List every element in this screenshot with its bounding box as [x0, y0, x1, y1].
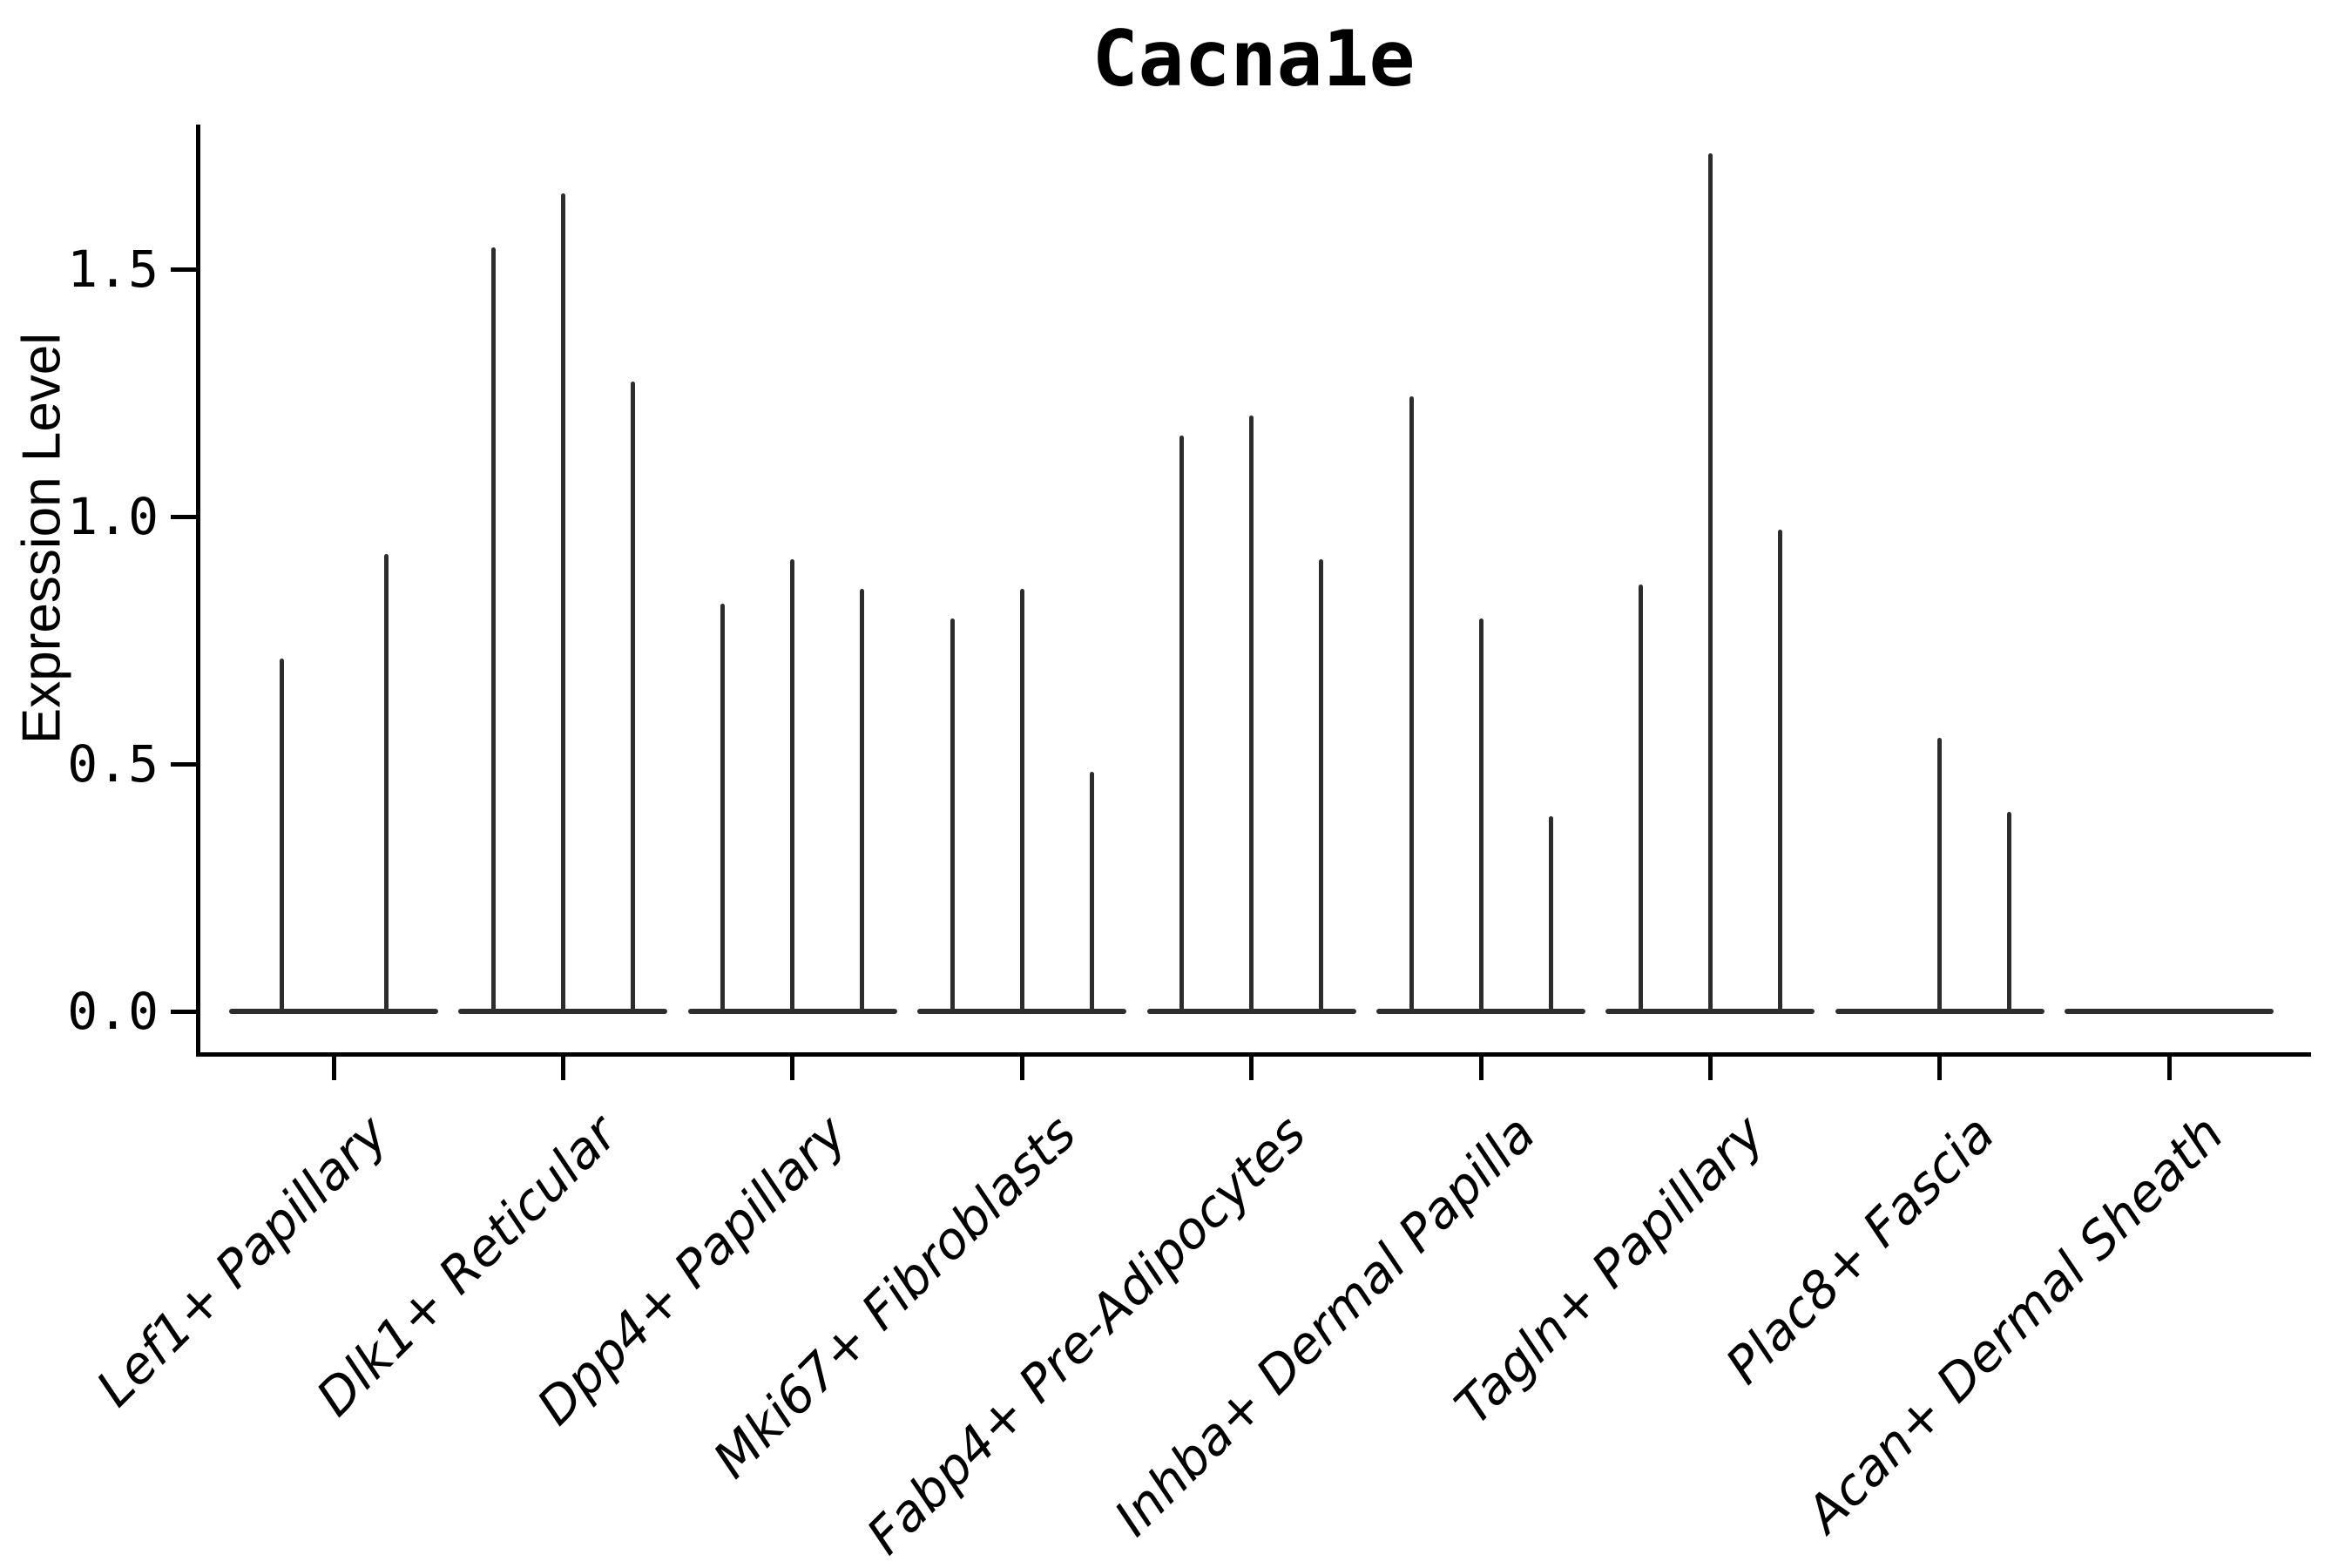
- x-tick: [331, 1057, 336, 1080]
- violin-spike: [1409, 395, 1414, 1013]
- x-tick: [1249, 1057, 1254, 1080]
- violin-baseline: [2065, 1009, 2274, 1014]
- x-tick: [1019, 1057, 1024, 1080]
- y-tick: [171, 267, 199, 272]
- x-tick: [790, 1057, 795, 1080]
- violin-spike: [1019, 589, 1024, 1013]
- violin-spike: [1478, 618, 1484, 1013]
- violin-spike: [1089, 772, 1094, 1013]
- y-tick: [171, 1009, 199, 1014]
- violin-spike: [1777, 530, 1782, 1013]
- violin-spike: [630, 381, 635, 1013]
- violin-spike: [1638, 584, 1643, 1013]
- y-tick-label: 1.5: [67, 240, 159, 299]
- violin-spike: [490, 247, 496, 1013]
- y-tick: [171, 761, 199, 767]
- violin-spike: [950, 618, 955, 1013]
- violin-spike: [720, 604, 726, 1013]
- violin-spike: [279, 658, 284, 1013]
- y-tick: [171, 514, 199, 519]
- violin-spike: [790, 559, 795, 1013]
- y-tick-label: 0.0: [67, 982, 159, 1041]
- x-tick: [1478, 1057, 1484, 1080]
- x-tick-label: Fabp4+ Pre-Adipocytes: [855, 1104, 1317, 1566]
- x-tick: [1707, 1057, 1713, 1080]
- x-axis-spine: [196, 1052, 2311, 1057]
- violin-spike: [383, 554, 389, 1013]
- violin-spike: [860, 589, 865, 1013]
- y-axis-spine: [196, 125, 200, 1057]
- chart-title: Cacna1e: [1092, 14, 1416, 104]
- x-tick: [2166, 1057, 2172, 1080]
- y-tick-label: 0.5: [67, 734, 159, 794]
- violin-spike: [1707, 153, 1713, 1013]
- violin-spike: [1249, 416, 1254, 1013]
- y-tick-label: 1.0: [67, 487, 159, 546]
- x-tick: [1937, 1057, 1943, 1080]
- violin-spike: [1937, 737, 1943, 1013]
- violin-spike: [2007, 811, 2012, 1013]
- x-tick-label: Acan+ Dermal Sheath: [1794, 1104, 2235, 1544]
- x-tick-label: Inhba+ Dermal Papilla: [1103, 1104, 1547, 1548]
- violin-spike: [560, 193, 565, 1013]
- violin-baseline: [229, 1009, 438, 1014]
- x-tick: [560, 1057, 565, 1080]
- violin-spike: [1179, 436, 1185, 1013]
- violin-spike: [1548, 816, 1553, 1013]
- violin-spike: [1319, 559, 1324, 1013]
